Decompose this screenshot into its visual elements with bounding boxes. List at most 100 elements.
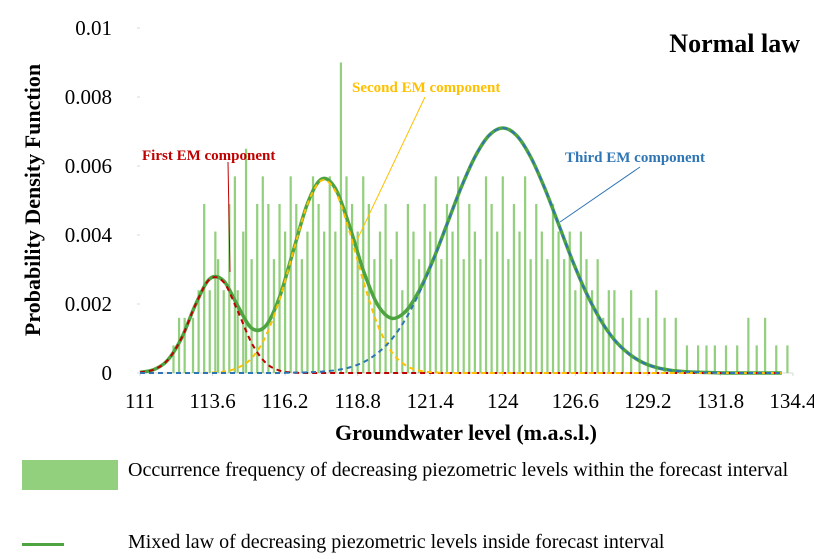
bar xyxy=(518,231,521,373)
y-tick-label: 0.002 xyxy=(65,292,112,316)
bar xyxy=(479,259,482,373)
series-label: Third EM component xyxy=(565,150,705,166)
bar xyxy=(295,203,298,373)
bar xyxy=(350,203,354,373)
bar xyxy=(278,203,281,373)
x-tick-label: 124 xyxy=(487,389,519,413)
bar xyxy=(217,259,220,373)
bar xyxy=(724,345,728,373)
x-tick-label: 118.8 xyxy=(334,389,380,413)
bar xyxy=(501,176,504,373)
bar xyxy=(423,203,426,373)
bar xyxy=(172,345,175,373)
bar xyxy=(406,203,410,373)
bar xyxy=(300,259,303,373)
bar xyxy=(345,176,348,373)
series-label: Second EM component xyxy=(352,80,500,96)
y-axis-title: Probability Density Function xyxy=(20,64,45,336)
x-tick-label: 131.8 xyxy=(697,389,744,413)
bar xyxy=(356,231,359,373)
x-tick-label: 134.4 xyxy=(769,389,814,413)
leader-line xyxy=(559,166,641,223)
bar xyxy=(457,176,460,373)
bar xyxy=(468,203,471,373)
line xyxy=(139,276,782,375)
bar xyxy=(233,176,236,373)
bar xyxy=(697,345,700,373)
bar xyxy=(283,231,287,373)
bar xyxy=(401,290,404,373)
leader-line xyxy=(356,96,426,241)
bar xyxy=(484,176,488,373)
bar xyxy=(613,290,616,373)
legend-swatch xyxy=(22,460,118,490)
bar xyxy=(540,231,543,373)
bar xyxy=(197,290,200,373)
bar xyxy=(445,203,449,373)
bar xyxy=(429,231,432,373)
bar xyxy=(395,231,398,373)
bar xyxy=(242,231,245,373)
bar xyxy=(244,148,248,373)
bar xyxy=(568,231,571,373)
bar xyxy=(507,259,510,373)
bar xyxy=(574,290,577,373)
bar xyxy=(551,203,555,373)
x-tick-label: 121.4 xyxy=(407,389,455,413)
bar xyxy=(339,62,343,373)
bar xyxy=(191,317,195,373)
bar xyxy=(306,231,309,373)
bar xyxy=(529,259,532,373)
bar xyxy=(602,317,605,373)
series-label: First EM component xyxy=(142,148,275,164)
legend-label: Occurrence frequency of decreasing piezo… xyxy=(128,459,789,481)
bar xyxy=(713,345,716,373)
bar xyxy=(685,345,689,373)
bar xyxy=(473,231,476,373)
bar xyxy=(250,259,253,373)
x-tick-label: 113.6 xyxy=(189,389,235,413)
bar xyxy=(535,203,538,373)
bar xyxy=(786,345,789,373)
bar xyxy=(434,176,437,373)
bar xyxy=(763,317,767,373)
bar xyxy=(646,317,650,373)
x-tick-label: 126.6 xyxy=(552,389,599,413)
bar xyxy=(378,231,382,373)
leader-line xyxy=(227,161,231,273)
bar xyxy=(775,345,778,373)
bar xyxy=(674,317,677,373)
bar xyxy=(663,317,666,373)
bar xyxy=(512,203,516,373)
bar xyxy=(557,231,560,373)
bar xyxy=(208,290,211,373)
bar xyxy=(373,259,376,373)
y-tick-label: 0.01 xyxy=(75,16,112,40)
chart: Normal law Groundwater level (m.a.s.l.) … xyxy=(20,16,814,445)
y-tick-label: 0 xyxy=(102,361,113,385)
bar xyxy=(256,203,259,373)
bar xyxy=(440,259,443,373)
legend-label: Mixed law of decreasing piezometric leve… xyxy=(128,531,665,553)
bar xyxy=(267,203,270,373)
line xyxy=(139,126,782,375)
bar xyxy=(222,290,225,373)
bar xyxy=(655,290,658,373)
legend-swatch xyxy=(22,543,64,546)
bar xyxy=(183,317,186,373)
line xyxy=(140,178,782,375)
bar xyxy=(621,317,624,373)
bar xyxy=(261,176,264,373)
bar xyxy=(289,176,292,373)
bar xyxy=(417,259,421,373)
y-tick-label: 0.004 xyxy=(65,223,113,247)
bar xyxy=(451,231,454,373)
bar xyxy=(705,345,708,373)
x-tick-label: 111 xyxy=(125,389,155,413)
y-tick-label: 0.006 xyxy=(65,154,112,178)
y-tick-label: 0.008 xyxy=(65,85,112,109)
bar xyxy=(755,345,758,373)
bar xyxy=(334,231,337,373)
bar xyxy=(390,259,393,373)
